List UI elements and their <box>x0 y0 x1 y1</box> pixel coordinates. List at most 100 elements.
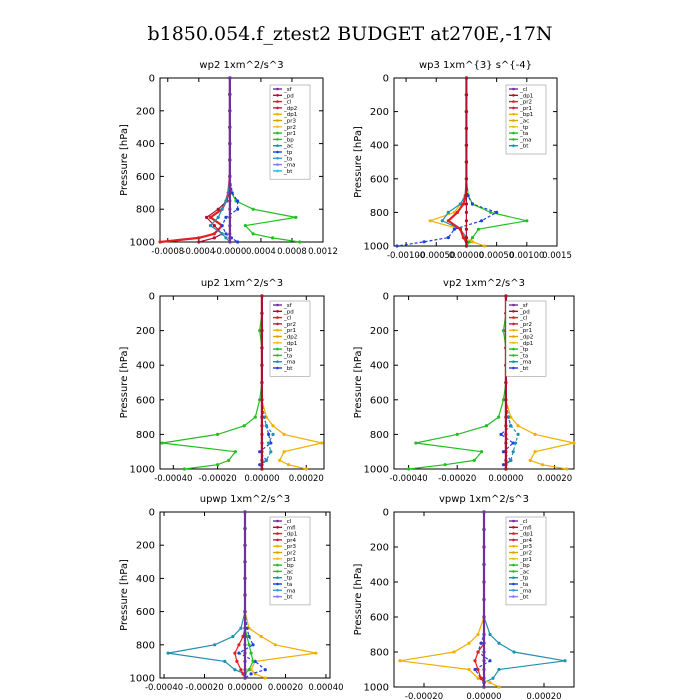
legend-label: _pr4 <box>283 538 297 544</box>
x-tick-label: 0.00020 <box>526 692 561 700</box>
legend-marker <box>512 119 515 122</box>
legend-marker <box>512 106 515 110</box>
data-point <box>264 424 268 428</box>
data-point <box>243 626 247 630</box>
y-tick-label: 600 <box>370 613 389 624</box>
legend-label: _ac <box>283 144 293 150</box>
legend-label: _pr3 <box>283 119 297 125</box>
legend-label: _pr1 <box>283 557 296 563</box>
data-point <box>260 441 264 445</box>
legend-marker <box>276 119 279 122</box>
data-point <box>228 158 232 162</box>
data-point <box>501 398 506 402</box>
data-point <box>443 463 447 467</box>
data-point <box>473 667 477 672</box>
data-point <box>572 441 576 445</box>
data-point <box>497 667 501 672</box>
data-point <box>488 681 492 685</box>
data-point <box>264 415 268 419</box>
legend-marker <box>276 576 279 579</box>
y-tick-label: 1000 <box>364 683 389 694</box>
data-point <box>262 415 266 419</box>
data-point <box>504 398 508 402</box>
data-point <box>482 510 486 514</box>
y-axis-label: Pressure [hPa] <box>119 347 130 419</box>
legend-label: _tp <box>519 125 529 131</box>
legend-marker <box>276 563 279 567</box>
data-point <box>259 634 263 639</box>
data-point <box>509 424 513 428</box>
data-point <box>263 676 267 680</box>
legend-marker <box>276 360 279 364</box>
data-point <box>446 219 450 223</box>
data-point <box>464 93 469 97</box>
panel-1: wp2 1xm^2/s^3 Pressure [hPa] 0 200 400 600 800… <box>119 60 338 257</box>
legend-marker <box>276 551 279 554</box>
panel-title: vpwp 1xm^2/s^3 <box>439 494 529 505</box>
data-point <box>470 240 475 244</box>
data-point <box>228 125 232 129</box>
data-point <box>482 681 486 685</box>
legend-label: _cl <box>519 87 528 93</box>
legend-label: _tp <box>283 576 293 582</box>
legend-label: _ta <box>519 131 528 137</box>
legend-label: _pd <box>283 309 294 315</box>
legend-marker <box>512 570 515 573</box>
data-point <box>282 432 286 436</box>
data-point <box>260 329 264 333</box>
legend-label: _pr4 <box>519 538 533 544</box>
data-point <box>216 207 220 211</box>
data-point <box>501 463 506 467</box>
data-point <box>514 441 518 445</box>
y-tick-label: 1000 <box>130 674 155 685</box>
data-point <box>253 415 257 419</box>
data-point <box>482 545 486 549</box>
y-tick-label: 0 <box>383 74 389 85</box>
data-point <box>160 441 164 445</box>
x-tick-label: -0.0000 <box>213 247 246 257</box>
series-line-dp1 <box>408 296 507 470</box>
legend-marker <box>512 595 515 598</box>
data-point <box>239 626 243 630</box>
data-point <box>482 615 486 619</box>
data-point <box>516 424 520 428</box>
legend-marker <box>276 582 279 586</box>
legend-marker <box>276 157 279 160</box>
y-tick-label: 800 <box>370 208 389 219</box>
data-point <box>497 641 501 645</box>
legend-label: _dp1 <box>519 341 533 347</box>
legend-marker <box>276 94 279 97</box>
y-tick-label: 0 <box>149 74 155 85</box>
data-point <box>482 632 486 637</box>
legend-marker <box>276 366 279 370</box>
legend-marker <box>276 131 279 135</box>
data-point <box>243 643 247 647</box>
data-point <box>484 424 489 428</box>
data-point <box>260 311 264 315</box>
data-point <box>482 676 486 680</box>
data-point <box>501 450 506 454</box>
legend-box <box>269 300 311 377</box>
data-point <box>482 527 486 532</box>
legend-label: _ta <box>283 353 292 359</box>
x-tick-label: 0.00020 <box>537 474 572 484</box>
y-tick-label: 1000 <box>130 465 155 476</box>
data-point <box>509 415 513 419</box>
data-point <box>258 398 262 402</box>
legend-label: _pr2 <box>283 322 296 328</box>
x-tick-label: 0.00050 <box>479 251 514 261</box>
legend-marker <box>512 347 515 351</box>
data-point <box>516 432 520 436</box>
data-point <box>282 450 286 454</box>
legend-marker <box>276 322 279 326</box>
legend-label: _ma <box>519 360 531 366</box>
series-line-pr2 <box>428 78 485 247</box>
data-point <box>273 643 277 647</box>
legend-label: _ta <box>519 582 528 588</box>
y-tick-label: 400 <box>370 141 389 152</box>
y-axis-label: Pressure [hPa] <box>119 124 130 196</box>
data-point <box>237 643 241 647</box>
panel-2: wp3 1xm^{3} s^{-4} Pressure [hPa] 0 200 400 6… <box>353 60 572 261</box>
data-point <box>260 450 264 454</box>
data-point <box>213 643 217 647</box>
